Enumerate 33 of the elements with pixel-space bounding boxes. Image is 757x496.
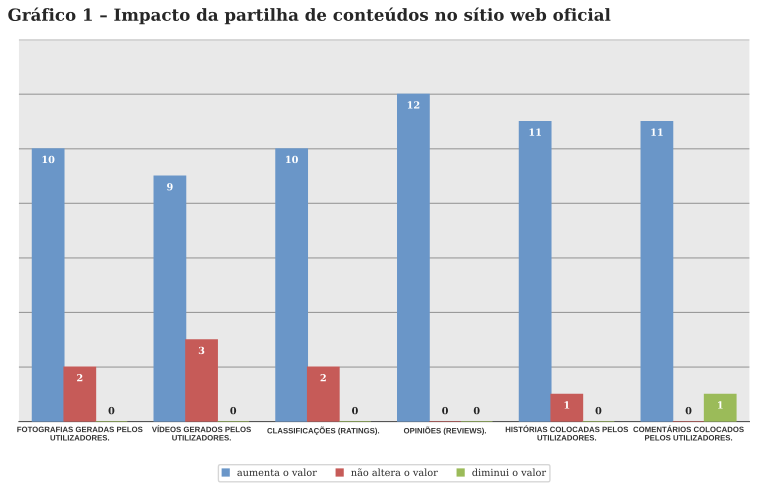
data-label: 3 <box>198 346 204 354</box>
data-label: 0 <box>230 406 236 414</box>
data-label: 10 <box>286 156 298 164</box>
bar <box>63 366 96 422</box>
data-label: 10 <box>42 156 54 164</box>
data-label: 12 <box>408 101 420 108</box>
data-label: 0 <box>474 406 480 414</box>
bar <box>32 148 65 422</box>
bar <box>397 94 430 422</box>
data-label: 9 <box>167 183 173 190</box>
legend-label: não altera o valor <box>351 468 438 476</box>
data-label: 1 <box>718 401 723 409</box>
bar <box>518 120 552 422</box>
data-label: 11 <box>651 128 663 136</box>
data-label: 0 <box>352 406 358 414</box>
legend-label: diminui o valor <box>472 468 546 476</box>
bar <box>185 339 218 422</box>
data-label: 2 <box>320 374 326 382</box>
data-label: 1 <box>564 401 570 409</box>
bar <box>704 394 737 422</box>
bar <box>275 148 308 422</box>
chart-title: Gráfico 1 – Impacto da partilha de conteúdos no sítio web oficial <box>8 7 610 24</box>
bar <box>306 366 340 422</box>
bar <box>640 120 674 422</box>
legend-label: aumenta o valor <box>237 468 317 476</box>
bar <box>154 176 186 422</box>
bar <box>550 394 584 422</box>
data-label: 0 <box>442 406 448 414</box>
data-label: 0 <box>108 406 114 414</box>
data-label: 11 <box>530 128 541 136</box>
data-label: 2 <box>77 374 82 382</box>
data-label: 0 <box>596 406 602 414</box>
data-label: 0 <box>686 406 692 414</box>
